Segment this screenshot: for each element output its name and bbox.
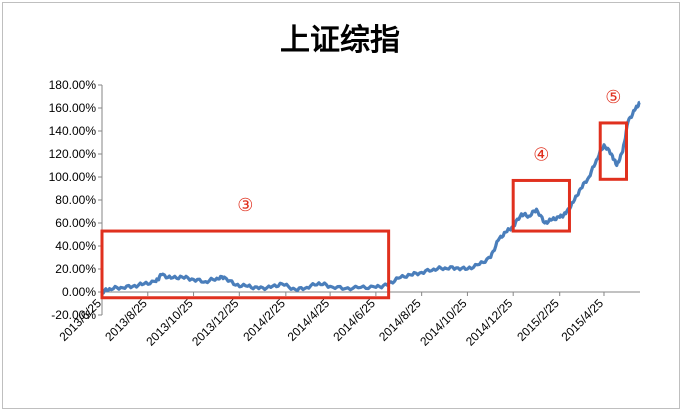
x-tick-label: 2014/4/25 xyxy=(285,296,333,344)
series-group xyxy=(101,100,641,295)
x-tick-label: 2015/4/25 xyxy=(558,296,606,344)
x-tick-label: 2014/2/25 xyxy=(240,296,288,344)
y-tick-label: 80.00% xyxy=(55,193,96,207)
x-tick-label: 2014/10/25 xyxy=(417,296,470,349)
y-tick-label: 160.00% xyxy=(49,101,97,115)
x-tick-label: 2014/12/25 xyxy=(463,296,516,349)
annotation-label: ④ xyxy=(533,144,549,165)
x-tick-label: 2014/8/25 xyxy=(376,296,424,344)
y-tick-label: -20.00% xyxy=(51,308,96,322)
x-tick-label: 2013/12/25 xyxy=(189,296,242,349)
annotations-group: ③ ④ ⑤ xyxy=(100,87,628,300)
y-tick-label: 100.00% xyxy=(49,170,97,184)
y-tick-label: 60.00% xyxy=(55,216,96,230)
x-tick-label: 2013/8/25 xyxy=(102,296,150,344)
x-axis: 2013/6/252013/8/252013/10/252013/12/2520… xyxy=(56,291,640,349)
annotation-label: ③ xyxy=(237,195,253,216)
annotation-label: ⑤ xyxy=(605,87,621,108)
y-tick-label: 120.00% xyxy=(49,147,97,161)
series-line xyxy=(101,100,641,295)
y-tick-label: 40.00% xyxy=(55,239,96,253)
x-tick-label: 2014/6/25 xyxy=(330,296,378,344)
y-tick-label: 140.00% xyxy=(49,124,97,138)
annotation-box xyxy=(511,178,571,233)
x-tick-label: 2013/10/25 xyxy=(143,296,196,349)
y-tick-label: 0.00% xyxy=(62,285,96,299)
y-tick-label: 20.00% xyxy=(55,262,96,276)
x-tick-label: 2015/2/25 xyxy=(514,296,562,344)
y-tick-label: 180.00% xyxy=(49,78,97,92)
y-axis: -20.00% 0.00% 20.00% 40.00% 60.00% 80.00% 100.… xyxy=(49,78,103,322)
annotation-box xyxy=(100,229,391,300)
chart-frame xyxy=(2,2,680,409)
chart-title: 上证综指 xyxy=(280,23,400,58)
annotation-box xyxy=(598,121,628,181)
